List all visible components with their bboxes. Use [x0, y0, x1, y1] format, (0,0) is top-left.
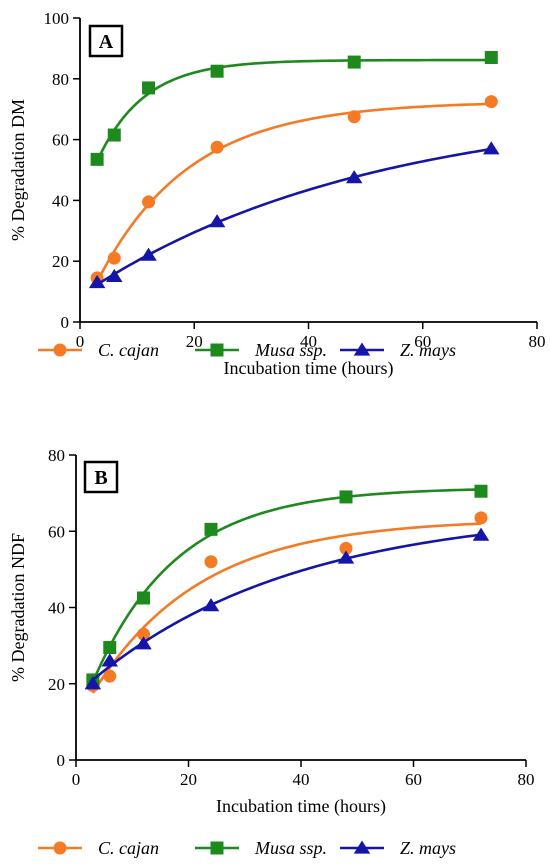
panel-label: B	[94, 467, 107, 489]
legend-marker	[53, 343, 67, 357]
data-point	[208, 214, 226, 228]
data-point	[107, 128, 121, 142]
chart-panel-a: 0 20 40 60 80 0 20 40 60 80 100 Incubation time (ho…	[8, 9, 546, 379]
panel-label: A	[99, 31, 114, 53]
y-tick-label: 20	[52, 252, 69, 271]
data-point	[474, 511, 488, 525]
data-point	[135, 636, 152, 650]
legend-label: C. cajan	[98, 340, 159, 360]
x-tick-label: 40	[293, 770, 310, 789]
data-point	[474, 484, 488, 498]
data-point	[472, 527, 490, 541]
x-tick-label: 80	[518, 770, 535, 789]
x-tick-label: 60	[405, 770, 422, 789]
series-c-cajan	[86, 511, 488, 694]
x-axis-title: Incubation time (hours)	[224, 358, 394, 379]
data-point	[339, 490, 353, 504]
data-point	[103, 669, 117, 683]
series-line	[95, 58, 492, 162]
series-line	[95, 102, 492, 283]
y-tick-label: 0	[61, 313, 70, 332]
series-musa-ssp	[90, 51, 498, 166]
y-tick-label: 80	[52, 70, 69, 89]
series-musa-ssp	[86, 484, 488, 687]
legend: C. cajan Musa ssp. Z. mays	[38, 340, 456, 360]
y-tick-label: 100	[44, 9, 70, 28]
legend-label: Z. mays	[400, 340, 456, 360]
series-z-mays	[84, 527, 490, 690]
legend-marker	[353, 342, 371, 356]
legend-label: Z. mays	[400, 838, 456, 858]
series-line	[91, 522, 482, 694]
legend-marker	[210, 343, 224, 357]
y-tick-label: 20	[48, 675, 65, 694]
legend-label: C. cajan	[98, 838, 159, 858]
series-line	[91, 488, 482, 683]
y-tick-label: 60	[52, 131, 69, 150]
data-point	[88, 274, 106, 289]
data-point	[142, 81, 156, 95]
x-tick-label: 60	[414, 332, 431, 351]
data-point	[107, 251, 121, 265]
data-point	[90, 152, 104, 166]
data-point	[137, 627, 150, 641]
panel-label-box	[83, 460, 119, 494]
x-tick-label: 0	[76, 332, 85, 351]
panel-label-box	[88, 24, 124, 58]
y-tick-label: 60	[48, 522, 65, 541]
series-line	[92, 533, 482, 681]
data-point	[101, 653, 118, 667]
data-point	[347, 55, 361, 69]
data-point	[140, 247, 157, 261]
legend-label: Musa ssp.	[254, 340, 327, 360]
series-line	[96, 147, 492, 286]
series-z-mays	[88, 141, 500, 289]
x-tick-label: 20	[180, 770, 197, 789]
chart-panel-b: 0 20 40 60 80 0 20 40 60 80 Incubation time (hours…	[8, 446, 535, 858]
data-point	[142, 195, 156, 209]
data-point	[137, 591, 150, 605]
x-tick-label: 0	[72, 770, 81, 789]
data-point	[202, 598, 220, 612]
legend: C. cajan Musa ssp. Z. mays	[38, 838, 456, 858]
data-point	[204, 555, 218, 569]
data-point	[210, 140, 224, 154]
data-point	[337, 550, 355, 564]
data-point	[106, 268, 123, 283]
data-point	[210, 64, 224, 78]
x-tick-label: 80	[529, 332, 546, 351]
y-axis-title: % Degradation NDF	[8, 533, 28, 682]
legend-marker	[353, 840, 371, 854]
data-point	[204, 522, 218, 536]
data-point	[339, 541, 353, 555]
data-point	[484, 51, 498, 65]
data-point	[347, 110, 361, 124]
x-tick-label: 20	[186, 332, 203, 351]
legend-marker	[53, 841, 67, 855]
data-point	[84, 676, 102, 690]
x-tick-label: 40	[300, 332, 317, 351]
legend-label: Musa ssp.	[254, 838, 327, 858]
y-tick-label: 40	[52, 191, 69, 210]
data-point	[345, 170, 363, 184]
y-tick-label: 40	[48, 599, 65, 618]
legend-marker	[210, 841, 224, 855]
data-point	[103, 641, 117, 655]
data-point	[483, 141, 500, 155]
x-axis-title: Incubation time (hours)	[216, 796, 386, 817]
y-tick-label: 0	[57, 751, 66, 770]
y-axis-title: % Degradation DM	[8, 99, 28, 241]
y-tick-label: 80	[48, 446, 65, 465]
data-point	[484, 95, 498, 109]
